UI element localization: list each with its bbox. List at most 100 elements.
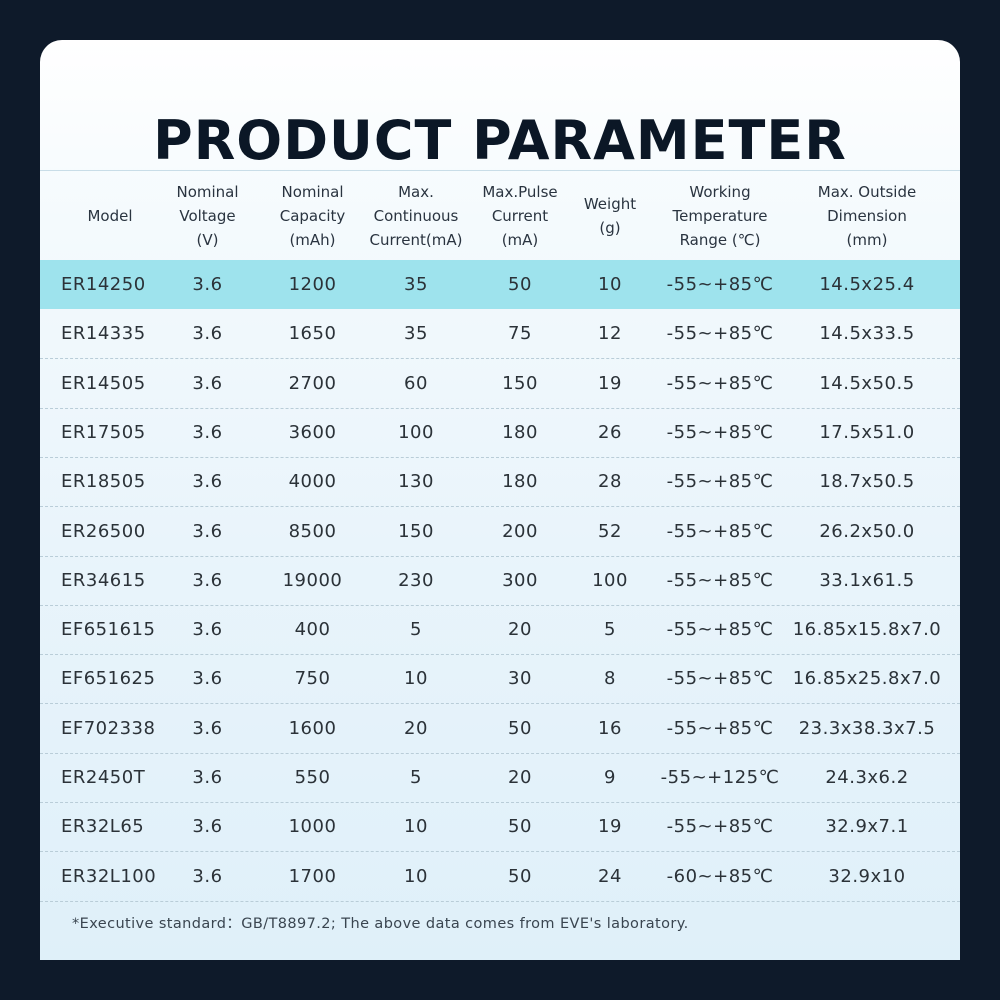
cell-continuous-current: 10 <box>404 816 428 838</box>
table-header: Model Nominal Voltage (V) Nominal Capaci… <box>40 170 960 261</box>
col-header-model: Model <box>87 207 133 225</box>
cell-voltage: 3.6 <box>192 767 223 788</box>
cell-pulse-current: 20 <box>508 619 532 641</box>
cell-dimension: 32.9x7.1 <box>825 816 909 838</box>
cell-continuous-current: 60 <box>404 372 428 394</box>
cell-dimension: 17.5x51.0 <box>819 421 915 443</box>
table-row: ER26500 3.6 8500 150 200 52 -55~+85℃ 26.2x50.0 <box>40 507 960 557</box>
cell-weight: 52 <box>598 520 622 542</box>
table-row: ER14335 3.6 1650 35 75 12 -55~+85℃ 14.5x33.5 <box>40 309 960 360</box>
cell-model: ER32L65 <box>61 816 145 838</box>
cell-pulse-current: 75 <box>508 323 532 345</box>
cell-dimension: 23.3x38.3x7.5 <box>798 717 936 739</box>
cell-pulse-current: 300 <box>502 569 538 591</box>
cell-capacity: 19000 <box>282 569 343 591</box>
cell-pulse-current: 150 <box>502 372 538 394</box>
cell-temperature: -55~+85℃ <box>666 816 774 838</box>
table-row: ER14505 3.6 2700 60 150 19 -55~+85℃ 14.5x50.5 <box>40 359 960 409</box>
cell-model: EF651625 <box>61 668 156 690</box>
cell-weight: 9 <box>604 767 616 788</box>
cell-model: ER32L100 <box>61 865 157 887</box>
table-row: ER32L65 3.6 1000 10 50 19 -55~+85℃ 32.9x7.1 <box>40 802 960 853</box>
table-row: ER32L100 3.6 1700 10 50 24 -60~+85℃ 32.9x10 <box>40 852 960 902</box>
cell-capacity: 8500 <box>288 520 337 542</box>
cell-temperature: -55~+85℃ <box>666 274 774 295</box>
cell-model: EF651615 <box>61 619 156 641</box>
col-header-temperature: Working Temperature Range (℃) <box>672 183 768 249</box>
cell-capacity: 400 <box>294 619 331 641</box>
cell-weight: 5 <box>604 619 616 641</box>
cell-voltage: 3.6 <box>192 274 223 295</box>
cell-model: ER26500 <box>61 520 146 542</box>
cell-voltage: 3.6 <box>192 865 223 887</box>
cell-capacity: 4000 <box>288 471 337 493</box>
cell-dimension: 32.9x10 <box>828 865 906 887</box>
cell-temperature: -55~+85℃ <box>666 520 774 542</box>
cell-voltage: 3.6 <box>192 717 223 739</box>
cell-capacity: 1600 <box>288 717 337 739</box>
cell-continuous-current: 20 <box>404 717 428 739</box>
cell-pulse-current: 180 <box>502 421 538 443</box>
cell-dimension: 18.7x50.5 <box>819 471 915 493</box>
cell-capacity: 750 <box>294 668 331 690</box>
cell-weight: 8 <box>604 668 616 690</box>
cell-model: ER14505 <box>61 372 146 394</box>
cell-model: ER14335 <box>61 323 146 345</box>
cell-pulse-current: 50 <box>508 274 532 295</box>
cell-temperature: -55~+85℃ <box>666 471 774 493</box>
cell-dimension: 16.85x25.8x7.0 <box>792 668 942 690</box>
cell-temperature: -55~+125℃ <box>660 767 780 788</box>
footnote: *Executive standard：GB/T8897.2; The abov… <box>72 916 689 932</box>
cell-weight: 19 <box>598 816 622 838</box>
cell-weight: 28 <box>598 471 622 493</box>
cell-continuous-current: 150 <box>398 520 434 542</box>
table-row: ER34615 3.6 19000 230 300 100 -55~+85℃ 33.1x61.… <box>40 556 960 606</box>
table-row: ER2450T 3.6 550 5 20 9 -55~+125℃ 24.3x6.2 <box>40 753 960 803</box>
cell-model: ER34615 <box>61 569 146 591</box>
cell-weight: 16 <box>598 717 622 739</box>
cell-dimension: 24.3x6.2 <box>825 767 909 788</box>
cell-voltage: 3.6 <box>192 323 223 345</box>
cell-dimension: 26.2x50.0 <box>819 520 915 542</box>
col-header-voltage: Nominal Voltage (V) <box>176 183 239 249</box>
cell-weight: 24 <box>598 865 622 887</box>
cell-capacity: 1700 <box>288 865 337 887</box>
cell-model: EF702338 <box>61 717 156 739</box>
cell-pulse-current: 50 <box>508 816 532 838</box>
cell-continuous-current: 5 <box>410 767 422 788</box>
cell-temperature: -55~+85℃ <box>666 717 774 739</box>
cell-dimension: 14.5x50.5 <box>819 372 915 394</box>
col-header-continuous-current: Max. Continuous Current(mA) <box>369 183 463 249</box>
cell-pulse-current: 200 <box>502 520 538 542</box>
cell-capacity: 1650 <box>288 323 337 345</box>
cell-continuous-current: 100 <box>398 421 434 443</box>
table-row: ER14250 3.6 1200 35 50 10 -55~+85℃ 14.5x25.4 <box>40 260 960 309</box>
col-header-weight: Weight (g) <box>583 195 637 237</box>
cell-dimension: 33.1x61.5 <box>819 569 915 591</box>
table-row: EF651625 3.6 750 10 30 8 -55~+85℃ 16.85x25.8x7.… <box>40 654 960 705</box>
cell-temperature: -55~+85℃ <box>666 619 774 641</box>
cell-model: ER17505 <box>61 421 146 443</box>
cell-voltage: 3.6 <box>192 471 223 493</box>
cell-temperature: -55~+85℃ <box>666 323 774 345</box>
cell-continuous-current: 10 <box>404 865 428 887</box>
cell-pulse-current: 180 <box>502 471 538 493</box>
col-header-dimension: Max. Outside Dimension (mm) <box>817 183 917 249</box>
cell-voltage: 3.6 <box>192 372 223 394</box>
page-title: PRODUCT PARAMETER <box>153 109 847 172</box>
table-row: ER18505 3.6 4000 130 180 28 -55~+85℃ 18.7x50.5 <box>40 457 960 508</box>
col-header-pulse-current: Max.Pulse Current (mA) <box>482 183 558 249</box>
cell-pulse-current: 50 <box>508 865 532 887</box>
cell-weight: 19 <box>598 372 622 394</box>
cell-voltage: 3.6 <box>192 520 223 542</box>
cell-voltage: 3.6 <box>192 668 223 690</box>
cell-weight: 26 <box>598 421 622 443</box>
cell-capacity: 1200 <box>288 274 337 295</box>
cell-model: ER2450T <box>61 767 146 788</box>
cell-continuous-current: 10 <box>404 668 428 690</box>
cell-continuous-current: 35 <box>404 274 428 295</box>
cell-voltage: 3.6 <box>192 619 223 641</box>
table-row: EF702338 3.6 1600 20 50 16 -55~+85℃ 23.3x38.3x7… <box>40 704 960 754</box>
cell-voltage: 3.6 <box>192 569 223 591</box>
cell-temperature: -55~+85℃ <box>666 421 774 443</box>
